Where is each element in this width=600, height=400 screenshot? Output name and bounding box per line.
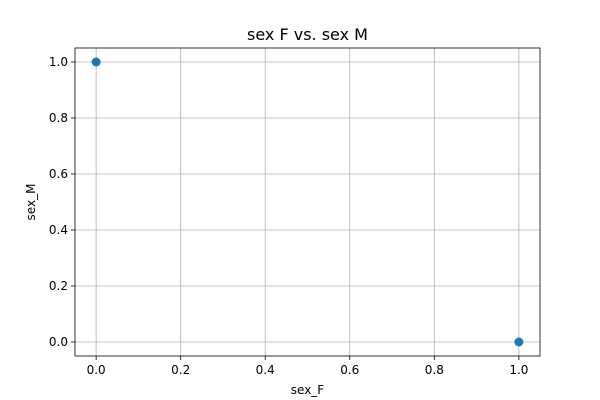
x-tick-label: 0.2 — [171, 363, 190, 377]
x-tick-label: 0.4 — [256, 363, 275, 377]
x-tick-label: 0.8 — [425, 363, 444, 377]
x-tick-label: 0.6 — [340, 363, 359, 377]
y-axis-label: sex_M — [24, 184, 38, 221]
y-tick-label: 0.0 — [49, 335, 68, 349]
y-tick-label: 1.0 — [49, 55, 68, 69]
scatter-point — [514, 337, 524, 347]
y-tick-label: 0.4 — [49, 223, 68, 237]
y-tick-label: 0.8 — [49, 111, 68, 125]
scatter-point — [91, 57, 101, 67]
y-tick-label: 0.2 — [49, 279, 68, 293]
x-tick-label: 0.0 — [87, 363, 106, 377]
axis-ticks: 0.0 0.2 0.4 0.6 0.8 1.0 0.0 0.2 0.4 0.6 0.8 1.0 — [49, 55, 529, 377]
y-tick-label: 0.6 — [49, 167, 68, 181]
plot-frame — [74, 47, 541, 357]
chart-title: sex F vs. sex M — [247, 25, 368, 44]
data-points — [91, 57, 524, 347]
x-tick-label: 1.0 — [509, 363, 528, 377]
x-axis-label: sex_F — [291, 383, 325, 397]
grid — [75, 48, 540, 356]
